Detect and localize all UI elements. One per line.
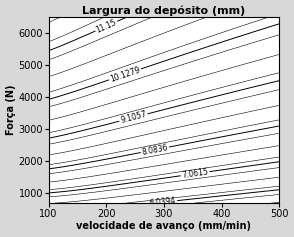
Text: 9.1057: 9.1057 [119,110,147,125]
Y-axis label: Força (N): Força (N) [6,85,16,135]
Title: Largura do depósito (mm): Largura do depósito (mm) [82,5,245,16]
X-axis label: velocidade de avanço (mm/min): velocidade de avanço (mm/min) [76,221,251,232]
Text: 7.0615: 7.0615 [181,167,209,180]
Text: 8.0836: 8.0836 [141,143,169,157]
Text: 10.1279: 10.1279 [109,65,141,84]
Text: 11.15: 11.15 [95,18,118,35]
Text: 6.0394: 6.0394 [149,196,176,208]
